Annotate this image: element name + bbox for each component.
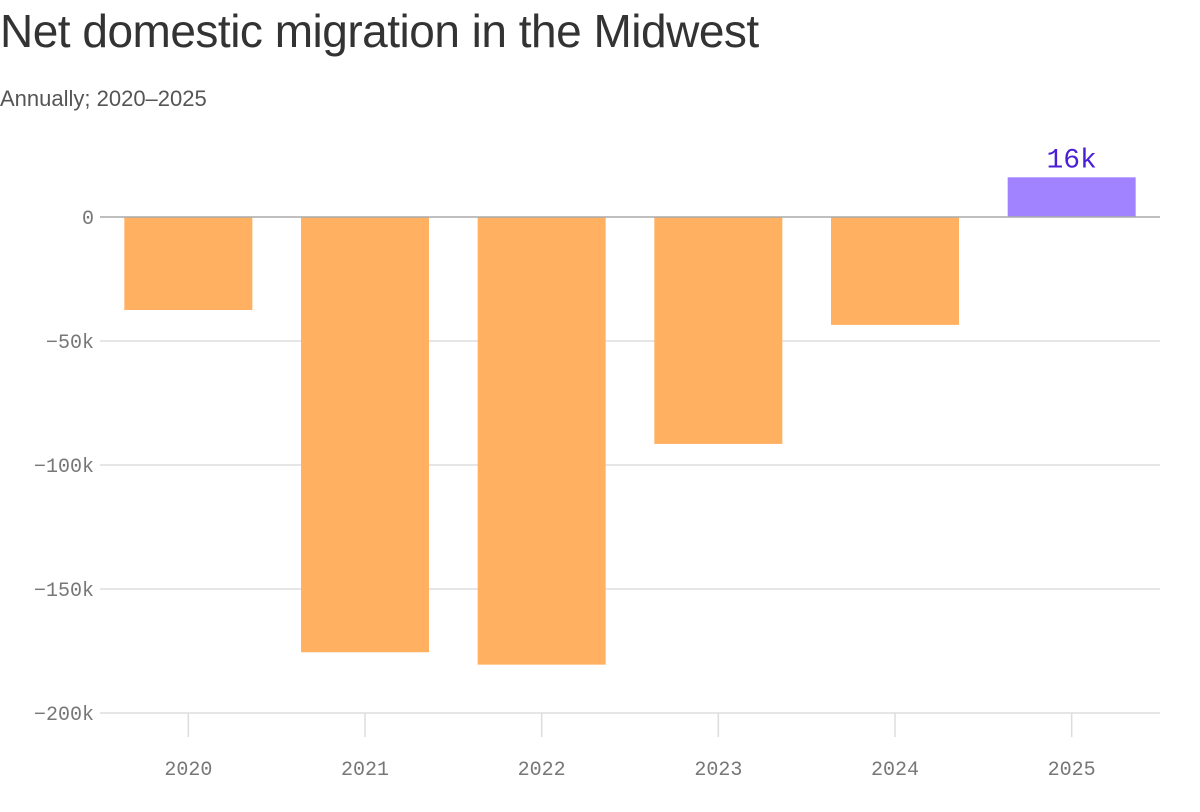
y-tick-label: −150k: [34, 580, 94, 603]
bar-2022: [477, 217, 606, 665]
chart-title: Net domestic migration in the Midwest: [0, 5, 759, 57]
x-tick-label: 2023: [694, 759, 742, 782]
y-tick-label: −50k: [46, 332, 94, 355]
bar-2025: [1007, 177, 1136, 217]
bar-2021: [301, 217, 429, 653]
x-tick-label: 2024: [871, 759, 919, 782]
data-label-2025: 16k: [1046, 145, 1096, 176]
bar-2023: [654, 217, 783, 444]
x-tick-label: 2025: [1048, 759, 1096, 782]
x-tick-label: 2020: [164, 759, 212, 782]
y-tick-label: −100k: [34, 456, 94, 479]
y-tick-label: 0: [82, 208, 94, 231]
bar-2020: [124, 217, 253, 310]
x-tick-label: 2022: [518, 759, 566, 782]
x-tick-label: 2021: [341, 759, 389, 782]
chart-subtitle: Annually; 2020–2025: [0, 86, 207, 111]
y-tick-label: −200k: [34, 704, 94, 727]
bar-2024: [831, 217, 959, 325]
